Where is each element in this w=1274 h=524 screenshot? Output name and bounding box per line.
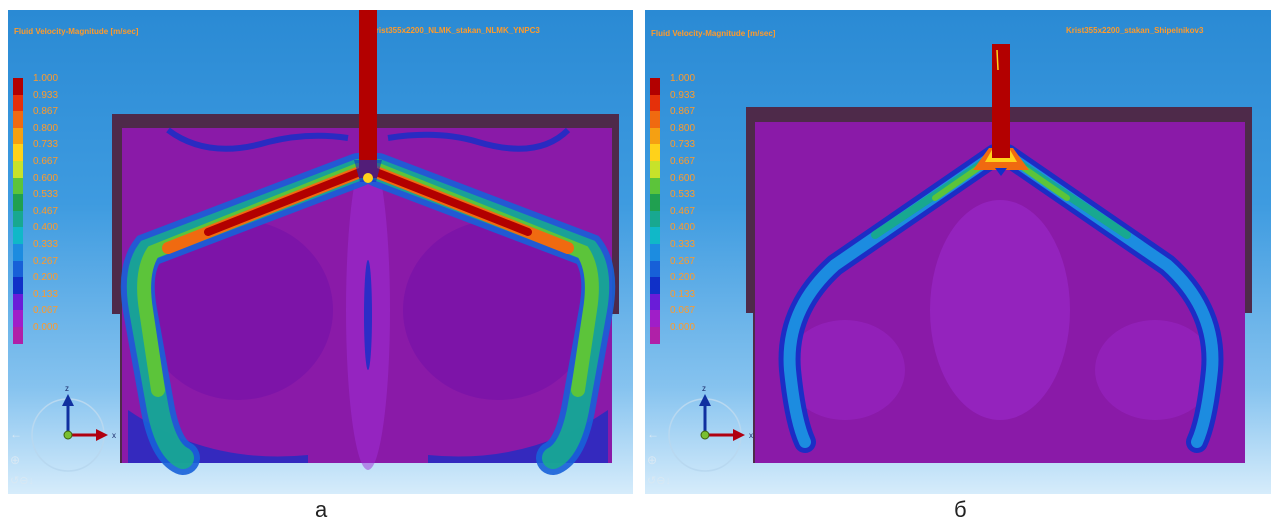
legend-swatch <box>13 244 23 261</box>
legend-label: 0.333 <box>670 239 696 250</box>
case-name: Krist355x2200_NLMK_stakan_NLMK_YNPC3 <box>370 26 540 35</box>
legend-swatch <box>13 260 23 278</box>
case-name: Krist355x2200_stakan_Shipelnikov3 <box>1066 26 1204 35</box>
submerged-nozzle <box>359 10 377 178</box>
zoom-icon: ⊕ <box>10 453 20 467</box>
zoom-icon: ⊕ <box>647 453 657 467</box>
legend-label: 0.000 <box>33 322 59 333</box>
legend-swatch <box>650 111 660 128</box>
legend-label: 0.133 <box>670 288 696 300</box>
legend-label: 0.800 <box>33 122 59 134</box>
legend-swatch <box>650 277 660 294</box>
legend-label: 0.667 <box>670 156 696 167</box>
legend-label: 0.400 <box>670 222 696 234</box>
legend-label: 0.733 <box>33 139 59 151</box>
panel-b: Fluid Velocity-Magnitude [m/sec] Krist35… <box>645 10 1271 494</box>
velocity-field-view <box>112 10 619 475</box>
legend-swatch <box>13 111 23 128</box>
axis-x-label: x <box>749 431 753 440</box>
legend-label: 0.267 <box>33 255 59 267</box>
legend-label: 0.600 <box>670 172 696 184</box>
legend-swatch <box>13 161 23 178</box>
legend-label: 0.467 <box>33 205 59 217</box>
axis-x-label: x <box>112 431 116 440</box>
legend-swatch <box>650 144 660 161</box>
legend-label: 0.200 <box>670 272 696 284</box>
legend-swatch <box>650 194 660 211</box>
legend-swatch <box>650 227 660 244</box>
legend-swatch <box>13 194 23 211</box>
legend-label: 0.333 <box>33 239 59 250</box>
legend-swatch <box>650 310 660 327</box>
rotate-icon: ↺⊖↓ <box>647 475 671 487</box>
arrow-left-icon: ← <box>647 427 659 441</box>
legend-swatch <box>650 327 660 344</box>
legend-swatch <box>13 327 23 344</box>
caption-b: б <box>954 497 967 522</box>
legend-label: 0.800 <box>670 122 696 134</box>
legend-label: 0.933 <box>33 89 59 101</box>
legend-swatch <box>650 78 660 95</box>
legend-swatch <box>650 127 660 145</box>
arrow-left-icon: ← <box>10 427 22 441</box>
legend-label: 0.267 <box>670 255 696 267</box>
legend-swatch <box>13 144 23 161</box>
result-title: Fluid Velocity-Magnitude [m/sec] <box>14 27 139 36</box>
legend-swatch <box>13 293 23 311</box>
result-title: Fluid Velocity-Magnitude [m/sec] <box>651 29 776 38</box>
legend-label: 0.000 <box>670 322 696 333</box>
legend-swatch <box>13 94 23 112</box>
legend-label: 0.200 <box>33 272 59 284</box>
legend-label: 0.867 <box>33 106 59 118</box>
caption-a: а <box>315 497 328 522</box>
axis-z-label: z <box>65 384 69 393</box>
axis-triad[interactable]: z x ← ⊕ ↺⊖↓ <box>8 380 118 490</box>
velocity-field-view <box>746 44 1252 463</box>
legend-swatch <box>13 277 23 294</box>
legend-swatch <box>13 127 23 145</box>
legend-swatch <box>650 293 660 311</box>
legend-label: 0.533 <box>33 189 59 201</box>
legend-label: 0.467 <box>670 205 696 217</box>
legend-label: 0.533 <box>670 189 696 201</box>
legend-label: 1.000 <box>670 73 696 84</box>
legend-label: 0.067 <box>670 305 696 317</box>
legend-swatch <box>13 210 23 228</box>
rotate-icon: ↺⊖↓ <box>10 475 34 487</box>
submerged-nozzle <box>992 44 1010 158</box>
legend-label: 0.133 <box>33 288 59 300</box>
axis-triad[interactable]: z x ← ⊕ ↺⊖↓ <box>645 380 755 490</box>
legend-swatch <box>650 210 660 228</box>
legend-swatch <box>13 78 23 95</box>
legend-label: 0.867 <box>670 106 696 118</box>
legend-swatch <box>650 177 660 195</box>
legend-swatch <box>650 94 660 112</box>
legend-swatch <box>13 310 23 327</box>
mold-cavity <box>755 122 1245 463</box>
axis-z-label: z <box>702 384 706 393</box>
legend-swatch <box>13 177 23 195</box>
legend-swatch <box>13 227 23 244</box>
legend-label: 1.000 <box>33 73 59 84</box>
panel-a: Fluid Velocity-Magnitude [m/sec] Krist35… <box>8 10 633 494</box>
legend-swatch <box>650 244 660 261</box>
legend-label: 0.667 <box>33 156 59 167</box>
legend-label: 0.933 <box>670 89 696 101</box>
legend-label: 0.067 <box>33 305 59 317</box>
legend-label: 0.400 <box>33 222 59 234</box>
legend-label: 0.733 <box>670 139 696 151</box>
legend-swatch <box>650 260 660 278</box>
legend-swatch <box>650 161 660 178</box>
legend-label: 0.600 <box>33 172 59 184</box>
